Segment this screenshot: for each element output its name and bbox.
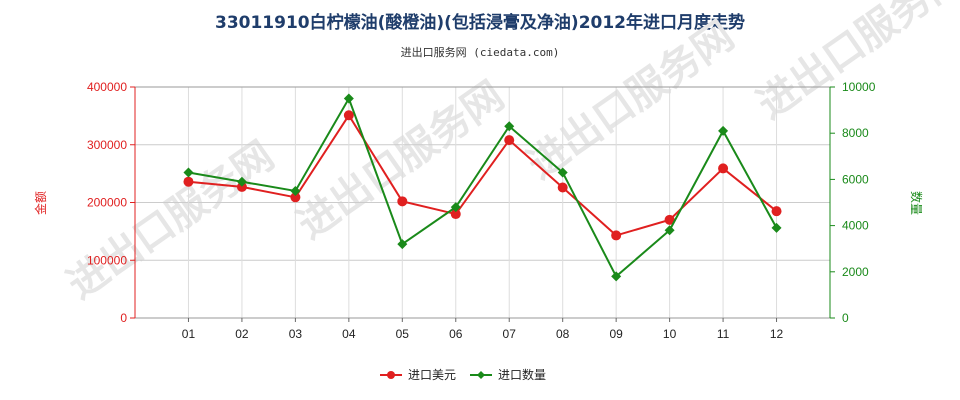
data-point-quantity: [557, 167, 568, 178]
y-right-tick-label: 0: [842, 311, 849, 325]
y-left-tick-label: 300000: [87, 138, 127, 152]
y-right-tick-label: 6000: [842, 172, 869, 186]
data-point-usd: [290, 192, 301, 203]
watermark-text: 进出口服务网: [59, 133, 282, 308]
data-point-usd: [236, 181, 247, 192]
y-left-tick-label: 0: [120, 311, 127, 325]
chart-subtitle: 进出口服务网 (ciedata.com): [400, 46, 560, 59]
legend-label: 进口美元: [408, 368, 456, 382]
x-tick-label: 12: [770, 327, 784, 341]
watermark-text: 进出口服务网: [519, 13, 742, 188]
x-tick-label: 02: [235, 327, 249, 341]
data-point-usd: [611, 230, 622, 241]
legend-marker: [477, 371, 485, 379]
y-right-tick-label: 4000: [842, 219, 869, 233]
watermark-text: 进出口服务网: [289, 73, 512, 248]
x-tick-label: 10: [663, 327, 677, 341]
data-point-quantity: [236, 176, 247, 187]
x-tick-label: 08: [556, 327, 570, 341]
x-tick-label: 01: [182, 327, 196, 341]
watermark-text: 进出口服务网: [749, 0, 960, 128]
y-left-axis-title: 金额: [33, 191, 48, 215]
data-point-usd: [183, 176, 194, 187]
x-tick-label: 03: [289, 327, 303, 341]
y-right-tick-label: 8000: [842, 126, 869, 140]
data-point-usd: [557, 182, 568, 193]
data-point-quantity: [718, 125, 729, 136]
x-tick-label: 11: [717, 327, 730, 341]
legend-label: 进口数量: [498, 367, 546, 382]
data-point-quantity: [450, 202, 461, 213]
data-point-usd: [664, 214, 675, 225]
data-point-quantity: [183, 167, 194, 178]
y-left-tick-label: 100000: [87, 253, 127, 267]
chart-title: 33011910白柠檬油(酸橙油)(包括浸膏及净油)2012年进口月度走势: [214, 13, 746, 33]
data-point-quantity: [611, 271, 622, 282]
data-point-quantity: [290, 185, 301, 196]
data-point-usd: [397, 196, 408, 207]
data-point-usd: [504, 135, 515, 146]
series-line-0: [188, 113, 778, 237]
data-point-usd: [343, 110, 354, 121]
y-right-tick-label: 2000: [842, 265, 869, 279]
x-tick-label: 05: [396, 327, 410, 341]
data-point-usd: [718, 163, 729, 174]
data-point-quantity: [343, 93, 354, 104]
series-line-1: [188, 96, 778, 279]
legend-marker: [387, 371, 395, 379]
y-right-axis-title: 数量: [909, 191, 924, 215]
y-right-tick-label: 10000: [842, 80, 876, 94]
data-point-quantity: [504, 121, 515, 132]
y-left-tick-label: 400000: [87, 80, 127, 94]
x-tick-label: 09: [609, 327, 623, 341]
x-tick-label: 06: [449, 327, 463, 341]
x-tick-label: 07: [503, 327, 517, 341]
x-tick-label: 04: [342, 327, 356, 341]
y-left-tick-label: 200000: [87, 196, 127, 210]
data-point-quantity: [771, 222, 782, 233]
data-point-usd: [771, 206, 782, 217]
data-point-usd: [450, 209, 461, 220]
data-point-quantity: [397, 239, 408, 250]
data-point-quantity: [664, 225, 675, 236]
